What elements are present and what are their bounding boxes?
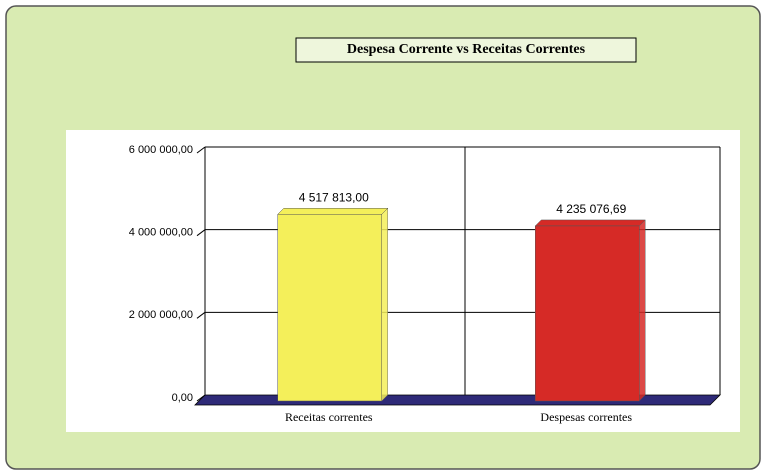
y-tick-label: 0,00 <box>172 392 193 404</box>
x-tick-label: Receitas correntes <box>285 410 373 424</box>
y-tick-label: 6 000 000,00 <box>129 144 193 156</box>
y-tick-mark <box>196 394 206 402</box>
y-tick-mark <box>196 229 206 237</box>
y-tick-mark <box>196 146 206 154</box>
value-label: 4 235 076,69 <box>556 202 626 216</box>
bar <box>535 225 640 402</box>
title-box <box>295 37 637 63</box>
bar-side <box>639 219 646 402</box>
bar <box>277 214 382 402</box>
chart-title: Despesa Corrente vs Receitas Correntes <box>347 42 586 57</box>
value-label: 4 517 813,00 <box>299 190 369 204</box>
bar-top <box>277 208 389 215</box>
bar-side <box>381 207 388 402</box>
y-tick-label: 2 000 000,00 <box>129 309 193 321</box>
bar-top <box>534 219 646 227</box>
y-tick-mark <box>196 311 206 319</box>
x-tick-label: Despesas correntes <box>540 410 632 424</box>
y-tick-label: 4 000 000,00 <box>129 227 193 239</box>
